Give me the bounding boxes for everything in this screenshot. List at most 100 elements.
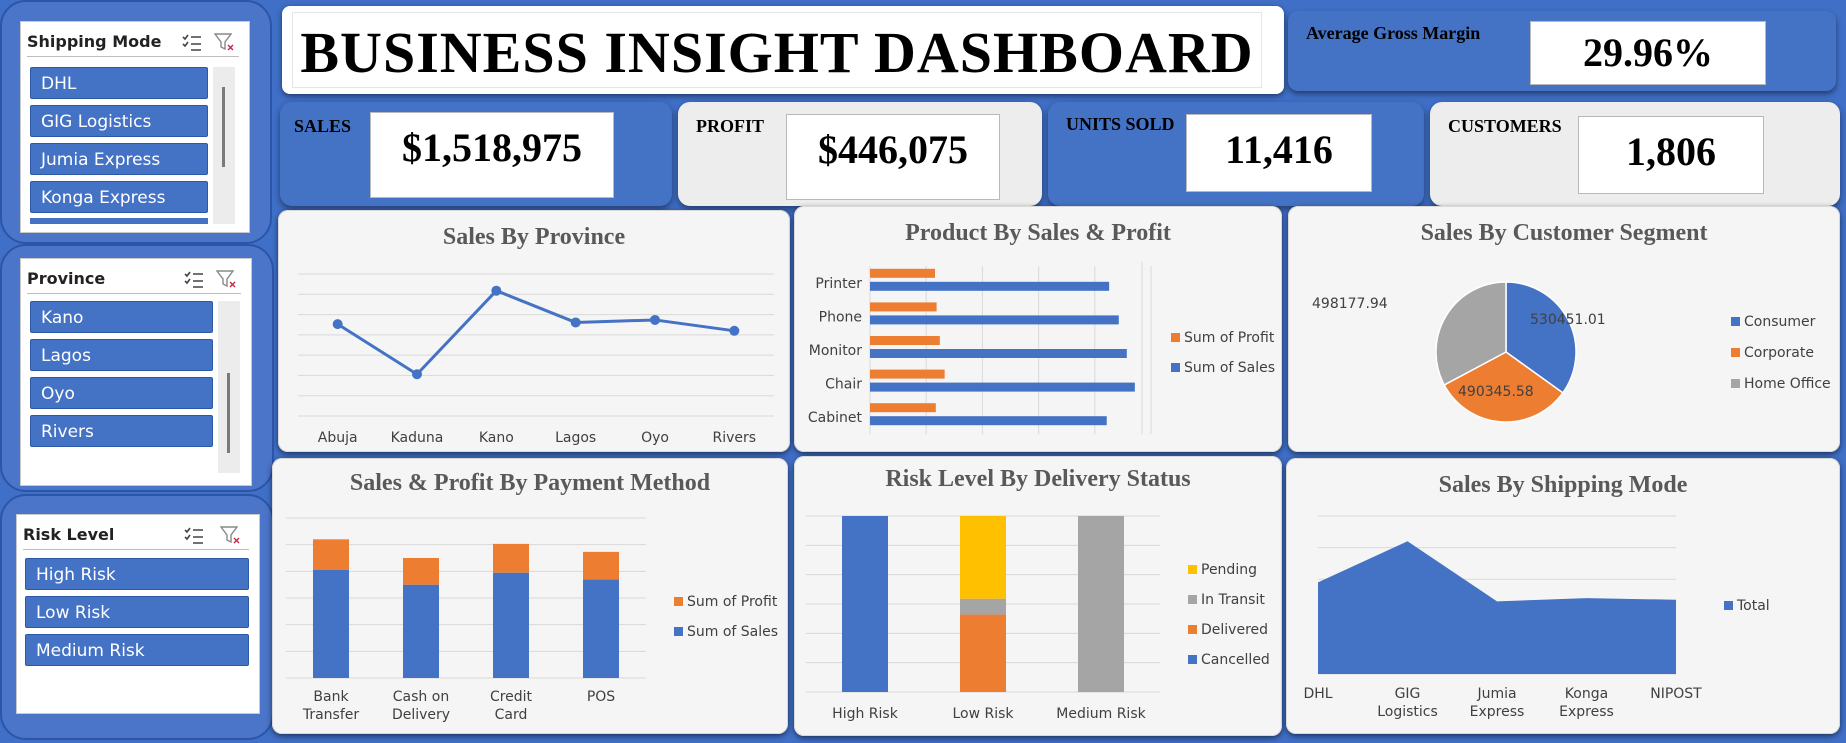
sales-profit-by-payment-method-chart: Bank Transfer Cash on Delivery Credit Card POS… <box>286 517 778 723</box>
clear-filter-icon[interactable] <box>213 32 235 52</box>
y-tick-label-chair: Chair <box>825 377 862 393</box>
bar-in-transit-medium-risk <box>1078 516 1124 692</box>
bar-profit-pos <box>583 551 619 580</box>
slicer-item-dhl[interactable]: DHL <box>30 67 208 99</box>
slicer-title: Shipping Mode <box>27 32 162 51</box>
bar-in-transit-low-risk <box>960 598 1006 615</box>
kpi-label: CUSTOMERS <box>1448 116 1562 136</box>
kpi-customers: CUSTOMERS 1,806 <box>1430 102 1840 206</box>
legend-swatch-sum-of-profit <box>674 597 683 606</box>
sales-by-province-chart: Abuja Kaduna Kano Lagos Oyo Rivers <box>298 273 774 446</box>
legend-swatch-home-office <box>1731 379 1740 388</box>
legend-swatch-sum-of-sales <box>674 627 683 636</box>
chart-title: Sales By Province <box>442 224 626 250</box>
bar-pending-low-risk <box>960 516 1006 599</box>
product-by-sales-profit-chart: Printer Phone Monitor Chair Cabinet Sum of Pr… <box>808 262 1275 434</box>
x-tick-label-konga-express: Konga Express <box>1559 686 1614 720</box>
risk-level-by-delivery-status-chart: High Risk Low Risk Medium Risk Pending In Tr… <box>806 515 1270 722</box>
x-tick-label-kano: Kano <box>479 430 514 446</box>
slicer-item-medium-risk[interactable]: Medium Risk <box>25 634 249 666</box>
legend-swatch-cancelled <box>1188 655 1197 664</box>
panel-sales-by-customer-segment: Sales By Customer Segment 530451.01 49034… <box>1288 206 1840 452</box>
x-tick-label-gig-logistics: GIG Logistics <box>1377 686 1438 720</box>
bar-profit-bank-transfer <box>313 539 349 570</box>
series-line <box>336 288 735 377</box>
province-slicer-panel: Province Kano Lagos Oyo Rivers <box>0 244 274 492</box>
slicer-item-low-risk[interactable]: Low Risk <box>25 596 249 628</box>
slicer-item-lagos[interactable]: Lagos <box>30 339 213 371</box>
x-tick-label-bank-transfer: Bank Transfer <box>302 689 360 723</box>
sales-by-customer-segment-chart: 530451.01 490345.58 498177.94 Consumer Corpo… <box>1312 281 1831 423</box>
bar-profit-phone <box>870 302 937 312</box>
bar-profit-cabinet <box>870 403 936 413</box>
legend-label-pending: Pending <box>1201 562 1257 578</box>
data-label-consumer: 530451.01 <box>1530 312 1606 328</box>
scrollbar-thumb[interactable] <box>222 87 225 167</box>
legend-label-sum-of-profit: Sum of Profit <box>687 594 778 610</box>
kpi-label: Average Gross Margin <box>1306 23 1481 43</box>
bar-sales-pos <box>583 579 619 678</box>
legend-swatch-sum-of-sales <box>1171 363 1180 372</box>
kpi-value: 11,416 <box>1186 114 1372 192</box>
slicer-item-gig-logistics[interactable]: GIG Logistics <box>30 105 208 137</box>
data-point-rivers <box>729 325 740 336</box>
data-label-home-office: 498177.94 <box>1312 296 1388 312</box>
slicer-item-high-risk[interactable]: High Risk <box>25 558 249 590</box>
bar-profit-chair <box>870 369 945 379</box>
legend-label-delivered: Delivered <box>1201 622 1268 638</box>
sales-by-shipping-mode-chart: DHL GIG Logistics Jumia Express Konga Express N… <box>1303 515 1770 720</box>
kpi-label: PROFIT <box>696 116 765 136</box>
kpi-average-gross-margin: Average Gross Margin 29.96% <box>1288 11 1836 91</box>
legend-label-home-office: Home Office <box>1744 376 1831 392</box>
bar-sales-printer <box>870 281 1110 291</box>
legend-label-in-transit: In Transit <box>1201 592 1265 608</box>
slicer-header: Province <box>27 265 241 294</box>
slicer-item-konga-express[interactable]: Konga Express <box>30 181 208 213</box>
panel-risk-level-by-delivery-status: Risk Level By Delivery Status High Risk L… <box>794 456 1282 736</box>
slicer-item-jumia-express[interactable]: Jumia Express <box>30 143 208 175</box>
legend-swatch-delivered <box>1188 625 1197 634</box>
clear-filter-icon[interactable] <box>219 525 241 545</box>
multi-select-icon[interactable] <box>183 269 205 289</box>
scrollbar[interactable] <box>218 301 240 473</box>
x-tick-label-rivers: Rivers <box>713 430 757 446</box>
bar-profit-cash-on-delivery <box>403 558 439 585</box>
x-tick-label-kaduna: Kaduna <box>391 430 444 446</box>
kpi-profit: PROFIT $446,075 <box>678 102 1042 206</box>
data-point-kano <box>491 285 502 296</box>
data-point-abuja <box>332 319 343 330</box>
x-tick-label-abuja: Abuja <box>318 430 358 446</box>
shipping-mode-slicer: Shipping Mode DHL GIG Logistics Jumia Ex… <box>20 21 250 233</box>
slicer-item-oyo[interactable]: Oyo <box>30 377 213 409</box>
slicer-title: Province <box>27 269 106 288</box>
multi-select-icon[interactable] <box>183 525 205 545</box>
kpi-value: $446,075 <box>786 114 1000 200</box>
pie-slice-home-office <box>1435 281 1507 386</box>
panel-sales-by-province: Sales By Province Abuja Kaduna Kano Lagos Oy… <box>278 210 790 452</box>
legend-swatch-consumer <box>1731 317 1740 326</box>
panel-sales-profit-by-payment-method: Sales & Profit By Payment Method Bank Tra… <box>272 458 788 734</box>
data-label-corporate: 490345.58 <box>1458 384 1534 400</box>
legend-label-sum-of-profit: Sum of Profit <box>1184 330 1275 346</box>
bar-profit-credit-card <box>493 543 529 573</box>
clear-filter-icon[interactable] <box>215 269 237 289</box>
kpi-units-sold: UNITS SOLD 11,416 <box>1048 102 1424 206</box>
bar-sales-cabinet <box>870 416 1107 426</box>
slicer-item-kano[interactable]: Kano <box>30 301 213 333</box>
legend-swatch-sum-of-profit <box>1171 333 1180 342</box>
x-tick-label-lagos: Lagos <box>555 430 596 446</box>
chart-title: Product By Sales & Profit <box>905 220 1171 246</box>
chart-title: Sales By Shipping Mode <box>1438 472 1688 498</box>
risk-slicer-panel: Risk Level High Risk Low Risk Medium Ris… <box>0 494 274 740</box>
legend-label-cancelled: Cancelled <box>1201 652 1270 668</box>
kpi-value: 1,806 <box>1578 116 1764 194</box>
slicer-item-rivers[interactable]: Rivers <box>30 415 213 447</box>
dashboard-title: BUSINESS INSIGHT DASHBOARD <box>292 12 1262 88</box>
risk-level-slicer: Risk Level High Risk Low Risk Medium Ris… <box>16 514 260 714</box>
scrollbar[interactable] <box>213 67 235 224</box>
x-tick-label-nipost: NIPOST <box>1650 686 1702 702</box>
slicer-title: Risk Level <box>23 525 115 544</box>
scrollbar-thumb[interactable] <box>227 373 230 453</box>
multi-select-icon[interactable] <box>181 32 203 52</box>
shipping-slicer-panel: Shipping Mode DHL GIG Logistics Jumia Ex… <box>0 0 272 244</box>
